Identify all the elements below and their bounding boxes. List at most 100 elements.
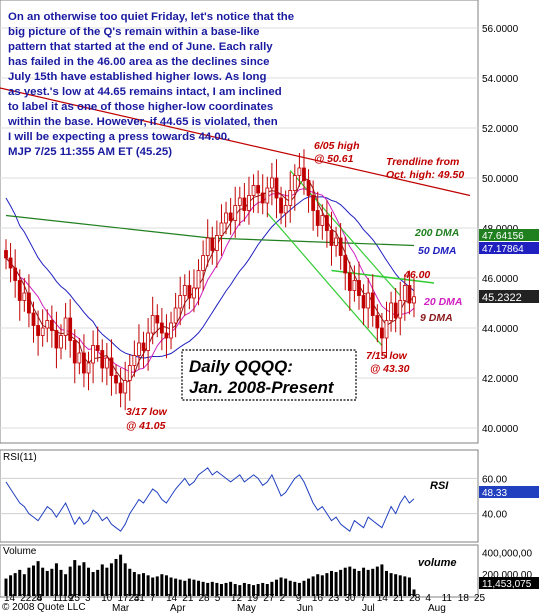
volume-bar [233,584,237,596]
price-tick-label: 54.0000 [482,74,519,85]
volume-bar [100,564,104,596]
volume-bar [357,570,361,596]
volume-bar [252,585,256,596]
candle-body [297,167,302,176]
candle-body [324,215,329,231]
candle-body [366,292,371,309]
volume-bar [256,584,260,596]
oct-trendline [0,87,471,197]
volume-bar [114,558,118,596]
candle-body [123,380,128,394]
volume-bar [64,574,68,596]
candle-body [347,272,352,291]
candle-body [82,352,86,374]
volume-bar [297,582,301,596]
volume-bar [352,568,356,596]
candle-body [334,237,338,246]
rsi-axis: 60.00 40.00 [482,474,507,520]
date-day-label: 14 [4,593,16,604]
candle-body [265,187,270,204]
volume-bar [36,561,40,596]
date-day-label: 1119 [53,593,74,604]
candle-body [196,270,201,289]
candle-body [393,302,398,319]
candle-body [407,285,412,304]
date-month-label: Aug [428,603,446,614]
candle-body [338,237,343,256]
volume-bar [238,585,242,596]
volume-bar [27,567,31,596]
candle-body [45,320,50,329]
volume-bar [261,582,265,596]
candle-body [357,280,361,296]
candle-body [361,295,366,309]
july-low-label: 7/15 low [366,350,408,362]
candle-body [173,307,178,324]
candle-body [104,357,109,369]
candle-body [279,197,283,214]
dma200-line [5,214,415,247]
volume-bar [366,569,370,596]
date-month-label: Apr [170,603,186,614]
volume-bar [334,572,338,596]
date-day-label: 28 [198,593,210,604]
candle-body [283,205,288,214]
price-tick-label: 42.0000 [482,374,519,385]
price-tick-label: 40.0000 [482,424,519,435]
volume-bar [142,573,146,596]
volume-bar [201,581,205,596]
volume-bar [59,569,63,596]
volume-bar [265,584,269,596]
candle-body [100,350,105,369]
volume-bar [45,570,49,596]
candle-body [233,205,238,221]
volume-bar [389,573,393,596]
candle-body [292,175,297,191]
rsi-badge-bg [479,486,539,498]
volume-bar [371,568,375,596]
candle-body [214,235,219,251]
volume-bar [274,579,278,596]
july-low-value: @ 43.30 [370,363,410,375]
date-day-label: 25 [474,593,486,604]
volume-bar [13,573,17,596]
candle-body [228,212,233,221]
date-day-label: 1724 [117,593,140,604]
candle-body [109,357,114,376]
volume-bar [380,564,384,596]
candle-body [375,315,380,329]
rsi-tick-label: 40.00 [482,510,507,521]
rsi-line [5,467,415,532]
candle-body [219,222,224,236]
date-day-label: 21 [182,593,194,604]
candle-body [27,292,31,314]
volume-tick-label: 400,000,00 [482,548,532,559]
badge-200: 47.64156 [482,231,524,242]
volume-bar [219,584,223,596]
candle-body [187,285,192,299]
date-day-label: 30 [344,593,356,604]
price-tick-label: 50.0000 [482,174,519,185]
volume-bar [96,569,100,596]
date-month-label: Jun [297,603,313,614]
candle-body [302,167,306,181]
volume-bar [348,566,352,596]
date-day-label: 10 [101,593,113,604]
date-day-label: 7 [361,593,367,604]
volume-bar [375,566,379,596]
candle-body [201,255,206,271]
candle-body [352,280,357,291]
candle-body [370,292,375,316]
volume-bar [164,575,168,596]
rsi-panel [0,449,479,543]
volume-bar [178,579,182,596]
volume-bar [54,563,58,596]
volume-bar [293,581,297,596]
volume-bar [242,582,246,596]
candle-body [86,362,91,374]
date-day-label: 11 [442,593,453,604]
trendline-value: Oct. high: 49.50 [386,169,464,181]
channel-lower-line [266,212,383,346]
